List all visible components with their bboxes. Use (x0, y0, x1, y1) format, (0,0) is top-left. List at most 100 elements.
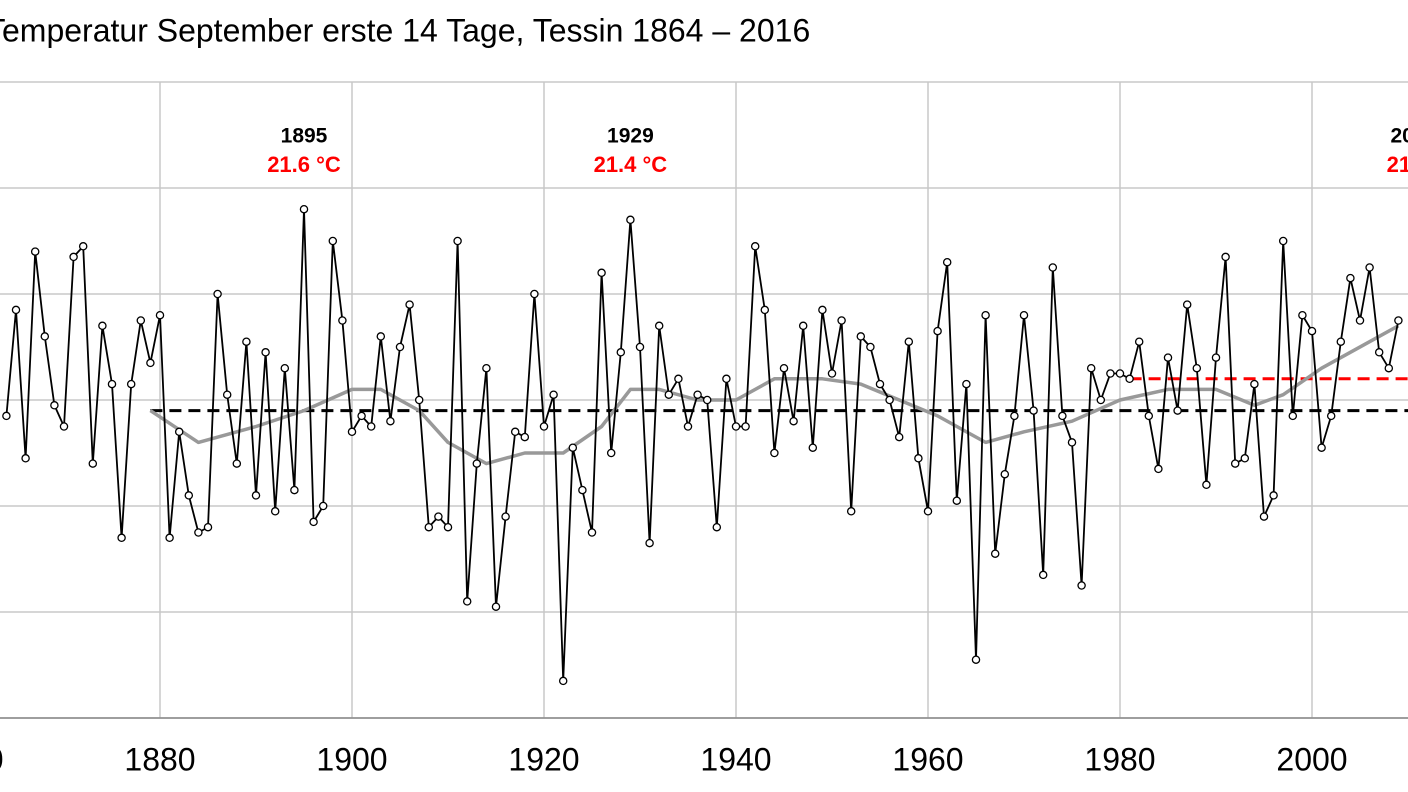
data-point (213, 289, 222, 299)
data-point (1173, 406, 1182, 415)
data-point (837, 316, 846, 325)
data-point (405, 300, 414, 309)
data-point (779, 363, 789, 373)
data-point (203, 522, 213, 532)
data-point (1010, 411, 1019, 421)
data-point (222, 390, 232, 399)
data-point (904, 337, 914, 346)
data-point (88, 459, 98, 468)
data-point (606, 448, 616, 458)
data-point (309, 517, 318, 527)
annotation-year: 1895 (281, 125, 328, 148)
data-point (357, 411, 366, 421)
data-point (1182, 300, 1192, 309)
data-point (1298, 310, 1307, 320)
data-point (1288, 411, 1298, 421)
data-point (318, 501, 328, 511)
data-point (914, 454, 923, 463)
data-point (1336, 337, 1346, 346)
data-point (808, 443, 818, 452)
data-point (30, 247, 40, 256)
data-point (530, 289, 539, 299)
data-point (683, 422, 693, 431)
data-point (750, 242, 760, 251)
data-point (174, 427, 184, 437)
data-point (366, 422, 376, 431)
data-point (702, 395, 712, 405)
data-point (1230, 459, 1240, 468)
data-point (1326, 411, 1336, 421)
data-point (126, 379, 136, 389)
data-point (165, 533, 174, 543)
data-point (981, 310, 990, 320)
data-point (741, 422, 750, 431)
data-point (1067, 438, 1077, 447)
data-point (11, 305, 21, 315)
annotation-year: 201 (1390, 125, 1408, 148)
data-point (1154, 464, 1163, 474)
data-point (443, 522, 453, 532)
data-point (472, 459, 482, 468)
data-point (69, 252, 78, 262)
data-point (98, 321, 107, 331)
data-point (290, 485, 299, 495)
data-point (760, 305, 770, 315)
annotation-value: 21.6 °C (267, 152, 341, 177)
data-point (1106, 369, 1115, 378)
data-point (674, 374, 683, 384)
data-point (232, 459, 242, 468)
data-point (1278, 236, 1288, 246)
data-point (395, 342, 405, 352)
data-point (299, 204, 309, 214)
x-tick-label: 1900 (316, 741, 387, 777)
data-point (59, 422, 69, 431)
data-point (990, 549, 1000, 558)
data-point (1163, 353, 1173, 362)
data-point (386, 416, 395, 426)
data-point (827, 369, 837, 378)
data-point (462, 597, 472, 606)
x-tick-label: 2000 (1276, 741, 1347, 777)
data-point (885, 395, 894, 405)
data-point (376, 332, 386, 341)
data-point (568, 443, 578, 452)
data-point (1086, 363, 1096, 373)
data-point (770, 448, 779, 458)
data-point (117, 533, 126, 543)
data-point (1029, 406, 1038, 415)
x-tick-label: 1880 (124, 741, 195, 777)
data-point (962, 379, 971, 389)
data-point (645, 538, 654, 548)
data-point (1374, 348, 1384, 357)
data-point (731, 422, 741, 431)
annotation-value: 21.4 °C (594, 152, 668, 177)
data-point (539, 422, 549, 431)
data-point (1307, 326, 1317, 336)
data-point (184, 491, 194, 500)
data-point (78, 242, 88, 251)
data-point (846, 507, 856, 516)
data-point (856, 332, 866, 341)
data-point (155, 310, 165, 320)
data-point (107, 379, 117, 389)
data-point (328, 236, 338, 246)
data-point (424, 522, 434, 532)
data-point (482, 363, 491, 373)
annotation-value: 21.4 (1387, 152, 1408, 177)
data-point (1134, 337, 1144, 346)
x-tick-label: 1960 (892, 741, 963, 777)
data-point (597, 268, 606, 278)
data-point (1269, 491, 1278, 500)
data-point (1250, 379, 1259, 389)
x-tick-label: 1980 (1084, 741, 1155, 777)
data-point (1202, 480, 1211, 490)
data-point (1346, 273, 1355, 283)
data-point (933, 326, 942, 336)
data-point (1019, 310, 1029, 320)
data-point (578, 485, 587, 495)
data-point (952, 496, 962, 505)
x-tick-label: 1860 (0, 741, 4, 777)
x-tick-label: 1920 (508, 741, 579, 777)
data-point (971, 655, 981, 664)
data-point (558, 676, 568, 686)
